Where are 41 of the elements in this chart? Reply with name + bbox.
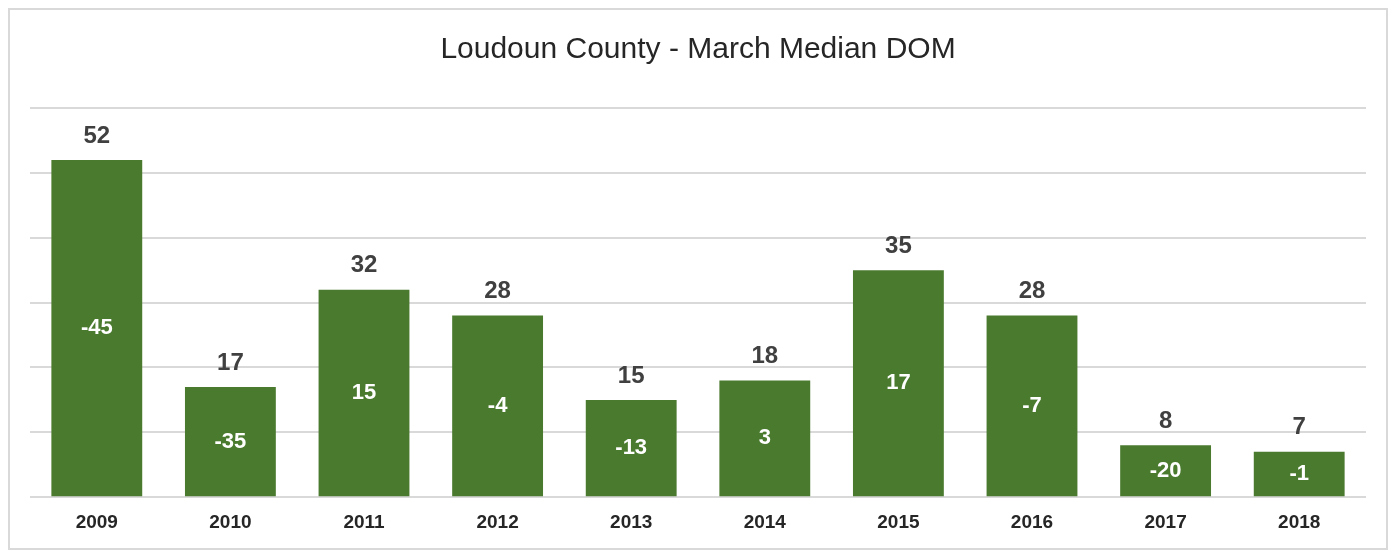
data-label: 7	[1292, 412, 1306, 440]
annotation: 15	[351, 378, 377, 404]
x-tick-label: 2009	[75, 510, 118, 532]
annotation: -1	[1289, 460, 1309, 486]
x-tick-label: 2014	[743, 510, 787, 532]
data-label: 32	[350, 250, 378, 278]
data-label: 35	[885, 230, 912, 258]
annotation: 17	[886, 369, 911, 395]
bar	[986, 315, 1078, 497]
bar	[852, 270, 944, 497]
annotation: -7	[1022, 391, 1042, 417]
annotation: -4	[487, 391, 509, 417]
data-label: 15	[617, 360, 645, 388]
x-tick-label: 2013	[610, 510, 653, 532]
data-label: 8	[1158, 405, 1173, 433]
x-tick-label: 2012	[476, 510, 519, 532]
x-tick-label: 2010	[209, 510, 252, 532]
bar	[719, 380, 811, 497]
bar	[452, 315, 544, 497]
x-tick-label: 2017	[1144, 510, 1187, 532]
bar	[51, 159, 143, 497]
x-tick-label: 2015	[877, 510, 920, 532]
bar	[585, 399, 677, 497]
bar	[184, 386, 276, 497]
data-label: 28	[1018, 276, 1046, 304]
data-label: 52	[83, 120, 111, 148]
bar	[318, 289, 410, 497]
bar	[1253, 451, 1345, 497]
data-label: 17	[217, 347, 244, 375]
annotation: -45	[80, 314, 113, 340]
data-label: 18	[751, 341, 779, 369]
x-tick-label: 2016	[1010, 510, 1054, 532]
x-tick-label: 2011	[343, 510, 386, 532]
chart-title: Loudoun County - March Median DOM	[440, 31, 956, 65]
annotation: -13	[615, 434, 648, 460]
annotation: -35	[214, 427, 247, 453]
annotation: 3	[758, 424, 771, 450]
bar	[1120, 445, 1212, 497]
data-label: 28	[484, 276, 511, 304]
annotation: -20	[1149, 456, 1182, 482]
x-tick-label: 2018	[1278, 510, 1321, 532]
